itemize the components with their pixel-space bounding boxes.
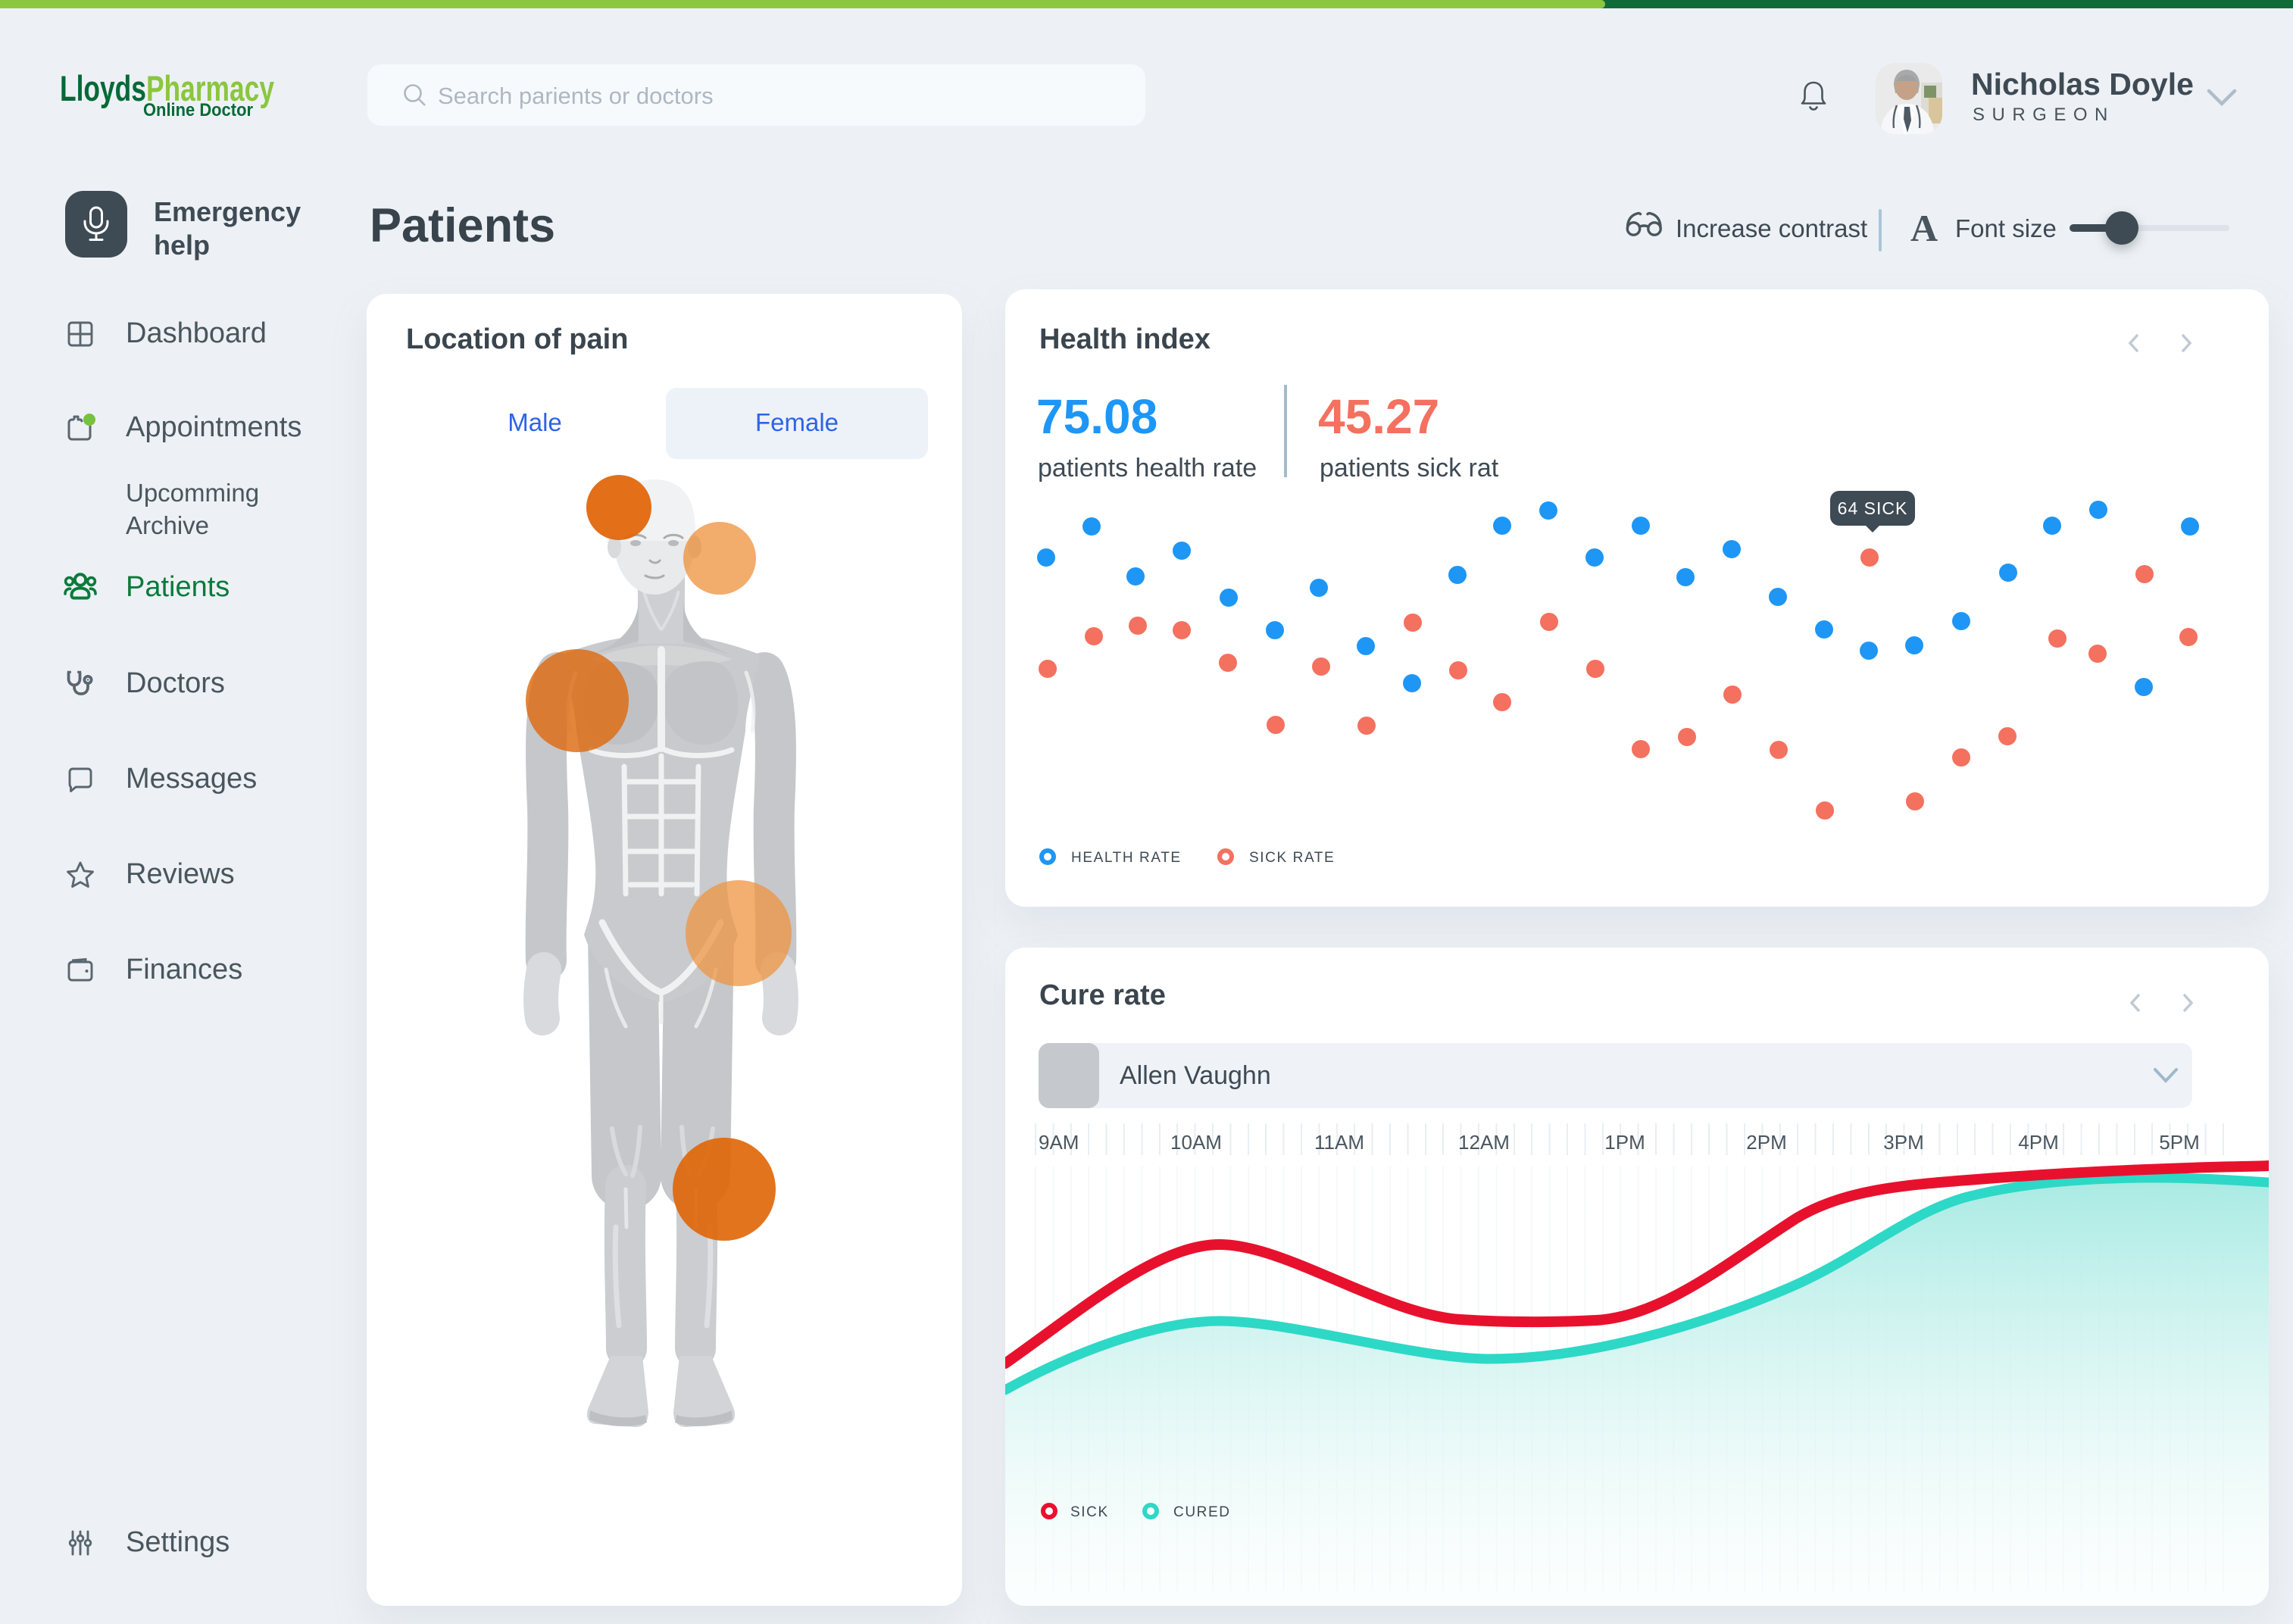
svg-text:LloydsPharmacy: LloydsPharmacy <box>60 68 274 108</box>
svg-text:Online Doctor: Online Doctor <box>143 100 253 120</box>
